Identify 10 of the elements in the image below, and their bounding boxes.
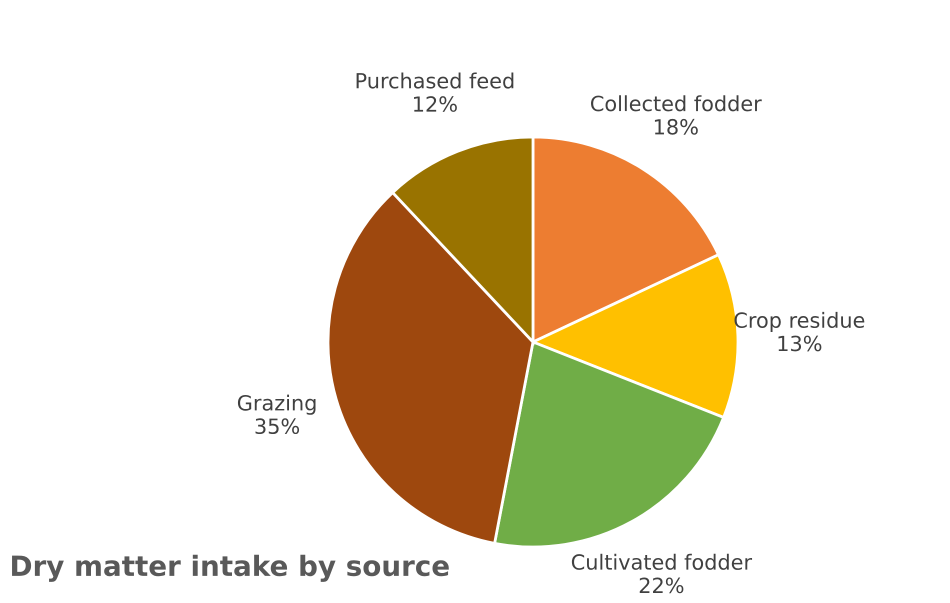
- data-label: 18%: [654, 118, 698, 135]
- slice-label: Collected fodder: [591, 95, 762, 112]
- data-label: 22%: [640, 577, 684, 594]
- data-label: 13%: [778, 336, 822, 352]
- data-label: 35%: [256, 418, 300, 434]
- slice-label: Purchased feed: [356, 72, 514, 89]
- data-label: 12%: [414, 96, 457, 112]
- slice-label: Grazing: [238, 394, 316, 415]
- slice-label: Cultivated fodder: [572, 554, 752, 570]
- text: Dry matter intake by source: [12, 554, 449, 582]
